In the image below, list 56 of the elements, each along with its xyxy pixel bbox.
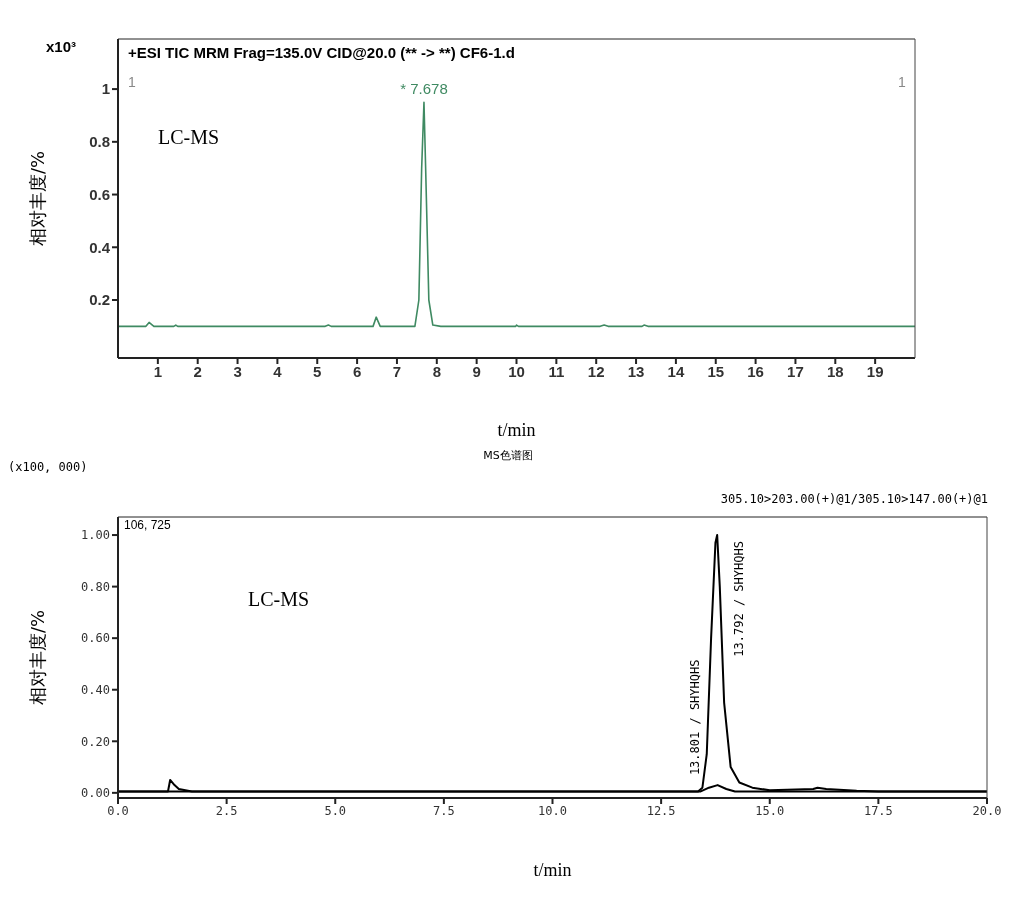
x-tick-label: 0.0 <box>107 803 129 818</box>
chart-title: +ESI TIC MRM Frag=135.0V CID@20.0 (** -> **) CF6-1.d <box>128 44 515 61</box>
x-tick-label: 15.0 <box>755 803 785 818</box>
x-tick-label: 2.5 <box>215 803 238 818</box>
annotation: 106, 725 <box>124 518 171 532</box>
x-tick-label: 7.5 <box>433 803 455 818</box>
x-tick-label: 7 <box>392 362 402 380</box>
x-tick-label: 15 <box>707 362 725 380</box>
x-tick-label: 1 <box>153 362 163 380</box>
annotation: LC-MS <box>248 588 310 611</box>
x-tick-label: 11 <box>548 362 565 380</box>
x-axis-title: t/min <box>533 860 572 880</box>
y-tick-label: 0.4 <box>89 238 111 256</box>
annotation: 13.792 / SHYHQHS <box>731 541 746 657</box>
y-tick-label: 0.6 <box>89 185 110 203</box>
annotation: * 7.678 <box>400 80 448 98</box>
x-tick-label: 20.0 <box>972 803 1002 818</box>
x-tick-label: 10.0 <box>538 803 567 818</box>
x-tick-label: 17.5 <box>863 803 893 818</box>
y-axis-title: 相对丰度/% <box>27 609 49 706</box>
y-tick-label: 0.8 <box>89 133 110 151</box>
x-tick-label: 18 <box>826 362 844 380</box>
chart-subtitle: 305.10>203.00(+)@1/305.10>147.00(+)@1 <box>720 492 988 506</box>
y-tick-label: 0.40 <box>81 682 110 697</box>
y-tick-label: 0.20 <box>81 734 110 749</box>
x-tick-label: 4 <box>273 362 283 380</box>
x-tick-label: 6 <box>352 362 362 380</box>
x-tick-label: 16 <box>747 362 764 380</box>
y-tick-label: 1.00 <box>81 528 110 543</box>
x-tick-label: 19 <box>866 362 884 380</box>
chart-title: MS色谱图 <box>483 449 533 462</box>
text: (x100, 000) <box>8 460 88 474</box>
x-tick-label: 5 <box>313 362 322 380</box>
text: x10³ <box>46 38 77 55</box>
x-tick-label: 13 <box>627 362 645 380</box>
x-tick-label: 10 <box>508 362 525 380</box>
y-tick-label: 0.60 <box>81 631 110 646</box>
x-tick-label: 8 <box>432 362 441 380</box>
y-tick-label: 0.80 <box>81 579 110 594</box>
x-tick-label: 14 <box>667 362 685 380</box>
annotation: 1 <box>898 74 906 90</box>
annotation: 1 <box>128 74 136 90</box>
y-tick-label: 0.2 <box>89 291 110 309</box>
y-tick-label: 0.00 <box>81 786 110 801</box>
x-axis-title: t/min <box>497 420 536 440</box>
annotation: 13.801 / SHYHQHS <box>688 659 703 776</box>
x-tick-label: 12 <box>587 362 605 380</box>
x-tick-label: 2 <box>193 362 202 380</box>
x-tick-label: 12.5 <box>646 803 676 818</box>
y-tick-label: 1 <box>101 80 110 98</box>
x-tick-label: 9 <box>472 362 481 380</box>
x-tick-label: 3 <box>233 362 242 380</box>
x-tick-label: 5.0 <box>324 803 347 818</box>
x-tick-label: 17 <box>787 362 804 380</box>
annotation: LC-MS <box>158 126 220 149</box>
y-axis-title: 相对丰度/% <box>27 150 49 247</box>
